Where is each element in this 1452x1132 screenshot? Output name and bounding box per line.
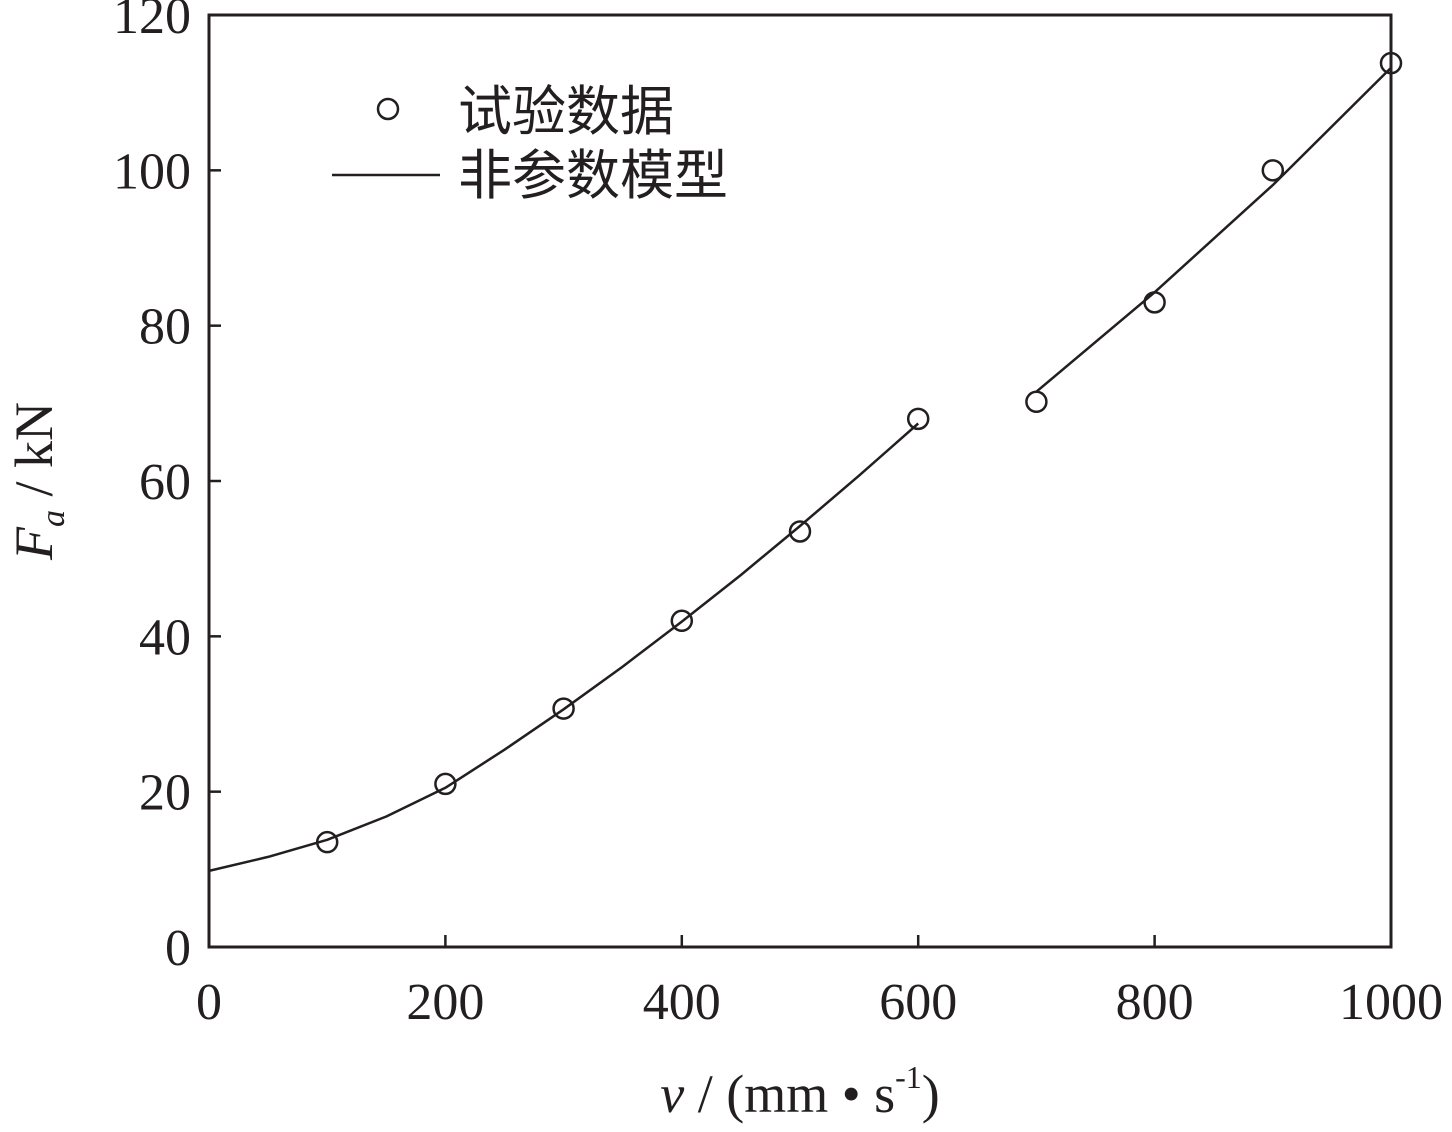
data-point-marker [1025, 390, 1048, 414]
x-tick-label: 600 [879, 974, 957, 1031]
legend-label-experimental: 试验数据 [458, 82, 674, 142]
data-point-marker [670, 609, 694, 633]
data-point-marker [1143, 291, 1166, 314]
series-layer [208, 51, 1403, 873]
model-curve-segment [208, 422, 920, 873]
y-tick-label: 0 [165, 920, 191, 977]
x-axis-label: v / (mm • s-1) [660, 1059, 940, 1124]
model-curve-segment [1035, 66, 1392, 393]
y-tick-label: 40 [139, 609, 191, 666]
data-point-marker [315, 830, 339, 854]
legend-label-model: 非参数模型 [458, 146, 728, 206]
y-axis-label: Fa / kN [4, 402, 72, 561]
x-axis-ticks: 0 200 400 600 800 1000 [196, 935, 1443, 1031]
x-tick-label: 200 [406, 974, 484, 1031]
data-point-marker [552, 697, 575, 720]
x-tick-label: 0 [196, 974, 222, 1031]
legend-marker-circle [376, 97, 400, 121]
x-tick-label: 400 [643, 974, 721, 1031]
legend: 试验数据 非参数模型 [332, 82, 728, 206]
x-tick-label: 1000 [1339, 974, 1443, 1031]
y-tick-label: 100 [113, 143, 191, 200]
y-axis-ticks: 0 20 40 60 80 100 120 [113, 0, 221, 977]
data-point-marker [906, 407, 930, 431]
data-point-marker [1261, 159, 1285, 182]
data-point-marker [434, 772, 457, 796]
x-tick-label: 800 [1116, 974, 1194, 1031]
y-tick-label: 20 [139, 765, 191, 822]
plot-frame [207, 13, 1393, 949]
data-point-marker [1379, 51, 1403, 75]
data-point-marker [788, 520, 812, 543]
y-tick-label: 120 [113, 0, 191, 45]
y-tick-label: 80 [139, 299, 191, 356]
y-tick-label: 60 [139, 454, 191, 511]
